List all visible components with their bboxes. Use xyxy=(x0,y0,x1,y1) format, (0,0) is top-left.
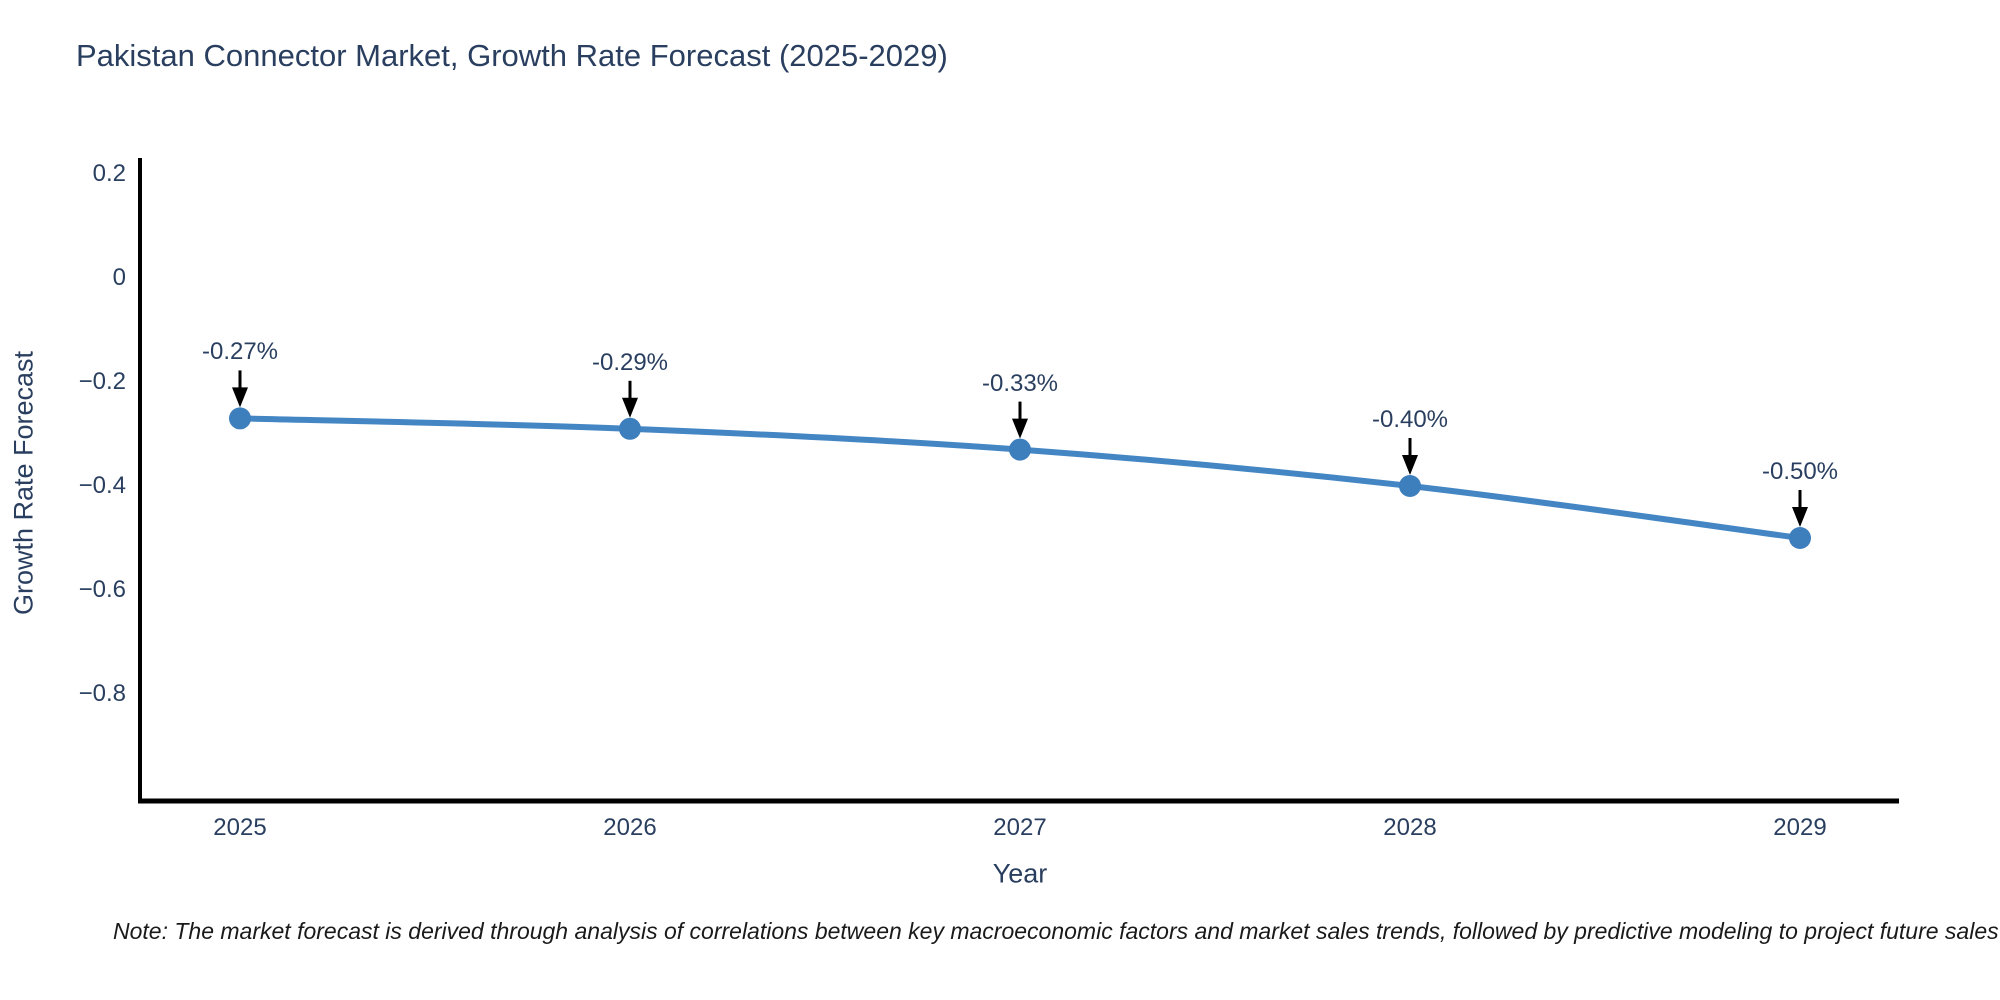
y-axis-title: Growth Rate Forecast xyxy=(8,350,39,616)
data-point-marker xyxy=(619,417,641,440)
y-tick-label: 0.2 xyxy=(92,160,126,187)
y-tick-label: −0.8 xyxy=(78,680,126,707)
y-tick-label: −0.6 xyxy=(78,576,126,603)
x-tick-label: 2029 xyxy=(1773,814,1827,841)
annotation-arrow-head xyxy=(1402,455,1418,475)
y-tick-label: −0.4 xyxy=(78,472,126,499)
footnote: Note: The market forecast is derived thr… xyxy=(113,918,1999,944)
x-tick-label: 2026 xyxy=(603,814,657,841)
data-point-marker xyxy=(1789,527,1811,549)
point-value-label: -0.40% xyxy=(1371,406,1449,433)
y-tick-label: 0 xyxy=(112,264,126,291)
x-tick-label: 2028 xyxy=(1383,814,1437,841)
data-point-marker xyxy=(229,407,251,430)
y-tick-label: −0.2 xyxy=(78,368,126,395)
annotation-arrow-head xyxy=(1792,507,1808,527)
point-value-label: -0.50% xyxy=(1761,458,1839,485)
annotation-arrow-head xyxy=(622,397,638,418)
x-tick-label: 2025 xyxy=(213,814,267,841)
point-value-label: -0.29% xyxy=(591,348,669,376)
data-point-marker xyxy=(1399,475,1421,497)
annotation-arrow-head xyxy=(1012,418,1028,439)
annotation-arrow-head xyxy=(232,387,248,408)
data-point-marker xyxy=(1009,438,1031,461)
point-value-label: -0.33% xyxy=(981,369,1059,397)
x-tick-label: 2027 xyxy=(993,814,1047,841)
x-axis-title: Year xyxy=(992,858,1048,889)
chart-title: Pakistan Connector Market, Growth Rate F… xyxy=(76,38,948,73)
point-value-label: -0.27% xyxy=(201,338,279,366)
